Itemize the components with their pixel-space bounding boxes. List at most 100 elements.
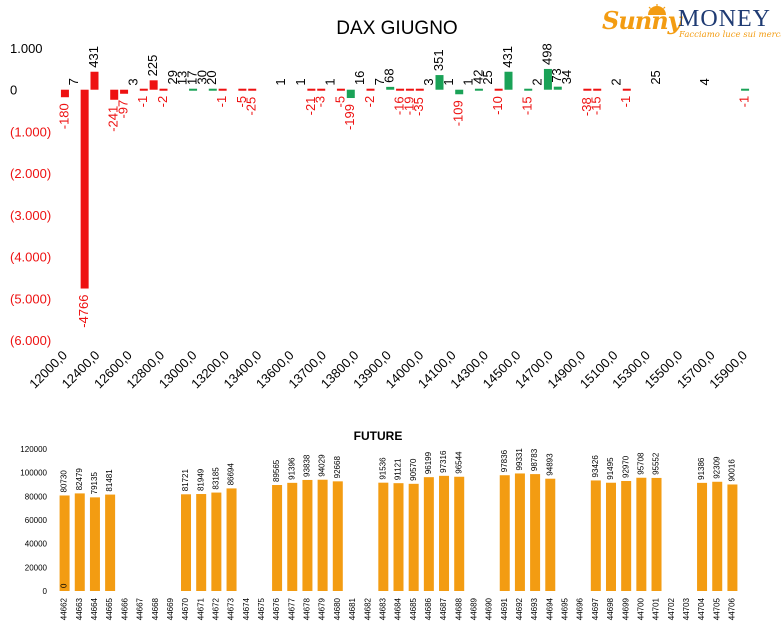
- future-x-tick-label: 44672: [211, 597, 220, 620]
- dax-data-label: 1: [323, 78, 338, 85]
- dax-data-label: 34: [559, 70, 574, 84]
- future-x-tick-label: 44664: [90, 597, 99, 620]
- dax-bar: [346, 89, 355, 99]
- future-data-label: 81721: [181, 468, 190, 491]
- dax-bar: [208, 88, 217, 91]
- dax-data-label: -15: [520, 96, 535, 115]
- dax-data-label: 17: [185, 71, 200, 85]
- future-data-label: 94893: [545, 453, 554, 476]
- dax-data-label: 20: [204, 70, 219, 84]
- future-x-tick-label: 44688: [454, 597, 463, 620]
- future-x-tick-label: 44680: [333, 597, 342, 620]
- sunnymoney-logo: Sunny MONEY Facciamo luce sui mercati: [600, 4, 781, 42]
- future-chart-title: FUTURE: [354, 429, 403, 443]
- future-data-label: 97316: [439, 450, 448, 473]
- dax-data-label: -35: [411, 97, 426, 116]
- future-bar: [302, 479, 313, 591]
- dax-data-label: 3: [421, 78, 436, 85]
- dax-data-label: 2: [608, 78, 623, 85]
- dax-data-label: -3: [313, 96, 328, 108]
- future-bar: [605, 482, 616, 591]
- dax-data-label: -1: [618, 96, 633, 108]
- future-x-tick-label: 44701: [652, 597, 661, 620]
- dax-bar: [139, 88, 148, 91]
- future-extra-label: 0: [60, 583, 69, 588]
- dax-data-label: -4766: [76, 295, 91, 328]
- dax-data-label: -199: [342, 104, 357, 130]
- future-x-tick-label: 44663: [75, 597, 84, 620]
- future-data-label: 91495: [606, 457, 615, 480]
- dax-data-label: 1: [293, 78, 308, 85]
- dax-bar: [317, 88, 326, 91]
- dax-bars: [60, 68, 750, 289]
- future-bar: [196, 494, 207, 591]
- dax-data-label: -5: [234, 96, 249, 108]
- dax-bar: [524, 88, 533, 91]
- future-data-label: 82479: [75, 468, 84, 491]
- dax-bar: [60, 89, 69, 98]
- future-data-label: 91121: [394, 458, 403, 480]
- future-x-tick-label: 44675: [257, 597, 266, 620]
- future-bar: [439, 475, 450, 591]
- dax-bar: [248, 88, 257, 91]
- future-y-tick-label: 100000: [20, 469, 47, 478]
- dax-bar: [622, 88, 631, 91]
- future-data-label: 92970: [621, 455, 630, 478]
- future-bar: [317, 479, 328, 591]
- dax-bar: [218, 88, 227, 91]
- future-x-tick-label: 44683: [378, 597, 387, 620]
- future-x-tick-label: 44667: [136, 597, 145, 620]
- dax-bar: [435, 75, 444, 90]
- future-data-label: 93426: [591, 455, 600, 478]
- future-bar: [514, 473, 525, 591]
- dax-data-label: -15: [589, 96, 604, 115]
- future-x-tick-label: 44706: [728, 597, 737, 620]
- dax-y-tick-label: (2.000): [10, 166, 51, 181]
- dax-bar: [149, 80, 158, 90]
- future-bar: [727, 484, 738, 591]
- future-x-tick-label: 44678: [303, 597, 312, 620]
- dax-data-label: -25: [244, 97, 259, 116]
- dax-bar: [543, 68, 552, 90]
- future-data-label: 95708: [636, 452, 645, 475]
- future-data-label: 79135: [90, 472, 99, 495]
- future-bar: [378, 482, 389, 591]
- dax-bar: [415, 88, 424, 91]
- dax-data-label: 25: [480, 70, 495, 84]
- dax-bar: [455, 89, 464, 95]
- future-bar: [423, 477, 434, 591]
- future-x-tick-label: 44696: [576, 597, 585, 620]
- future-data-labels: 80730 82479 79135 81481 81721 81949 83185 86694…: [60, 448, 737, 588]
- dax-data-label: 30: [194, 70, 209, 84]
- dax-y-axis: 1.000 0 (1.000) (2.000) (3.000) (4.000) (5.000…: [10, 41, 51, 348]
- future-bar: [272, 485, 283, 591]
- dax-bar: [307, 88, 316, 91]
- logo-word-money: MONEY: [678, 6, 771, 32]
- dax-data-label: 351: [431, 49, 446, 71]
- dax-data-label: -19: [401, 97, 416, 116]
- dax-bar: [583, 88, 592, 91]
- future-x-tick-label: 44703: [682, 597, 691, 620]
- dax-y-tick-label: (1.000): [10, 124, 51, 139]
- future-bar: [499, 475, 510, 591]
- dax-data-label: -1: [135, 96, 150, 108]
- dax-data-label: -21: [303, 97, 318, 116]
- dax-data-label: 16: [352, 71, 367, 85]
- dax-bar: [504, 71, 513, 90]
- future-data-label: 99331: [515, 448, 524, 471]
- future-data-label: 96199: [424, 451, 433, 474]
- future-data-label: 89565: [272, 459, 281, 482]
- future-x-tick-label: 44693: [530, 597, 539, 620]
- future-x-tick-label: 44705: [712, 597, 721, 620]
- future-data-label: 83185: [211, 467, 220, 490]
- dax-data-label: 7: [372, 78, 387, 85]
- dax-data-label: 4: [697, 78, 712, 85]
- future-x-tick-label: 44677: [287, 597, 296, 620]
- logo-tagline: Facciamo luce sui mercati: [679, 30, 781, 40]
- future-x-tick-label: 44704: [697, 597, 706, 620]
- dax-bar: [238, 88, 247, 91]
- dax-chart-title: DAX GIUGNO: [336, 18, 457, 39]
- future-x-tick-label: 44694: [545, 597, 554, 620]
- dax-data-label: -10: [490, 96, 505, 115]
- future-x-tick-label: 44699: [621, 597, 630, 620]
